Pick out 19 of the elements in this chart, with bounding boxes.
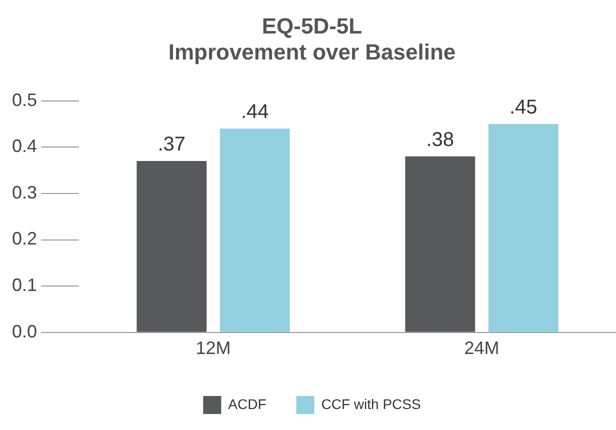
y-tick-label: 0.0 — [12, 321, 38, 342]
y-tick-label: 0.3 — [12, 182, 38, 202]
y-tick-label: 0.1 — [12, 275, 38, 296]
data-label: .38 — [426, 128, 454, 151]
chart-title: EQ-5D-5L Improvement over Baseline — [168, 13, 456, 65]
bar — [220, 128, 290, 332]
data-label: .45 — [509, 96, 538, 118]
legend-label: ACDF — [228, 396, 266, 412]
bar — [405, 156, 476, 332]
bar — [136, 161, 207, 332]
data-label: .44 — [240, 101, 269, 124]
y-tick-label: 0.5 — [12, 90, 38, 110]
x-tick-label: 24M — [464, 338, 500, 358]
y-tick-label: 0.2 — [12, 228, 38, 249]
legend-label: CCF with PCSS — [321, 396, 421, 412]
data-label: .37 — [158, 134, 186, 156]
bar — [488, 124, 558, 332]
x-tick-label: 12M — [196, 338, 231, 358]
y-tick-label: 0.4 — [12, 136, 38, 156]
